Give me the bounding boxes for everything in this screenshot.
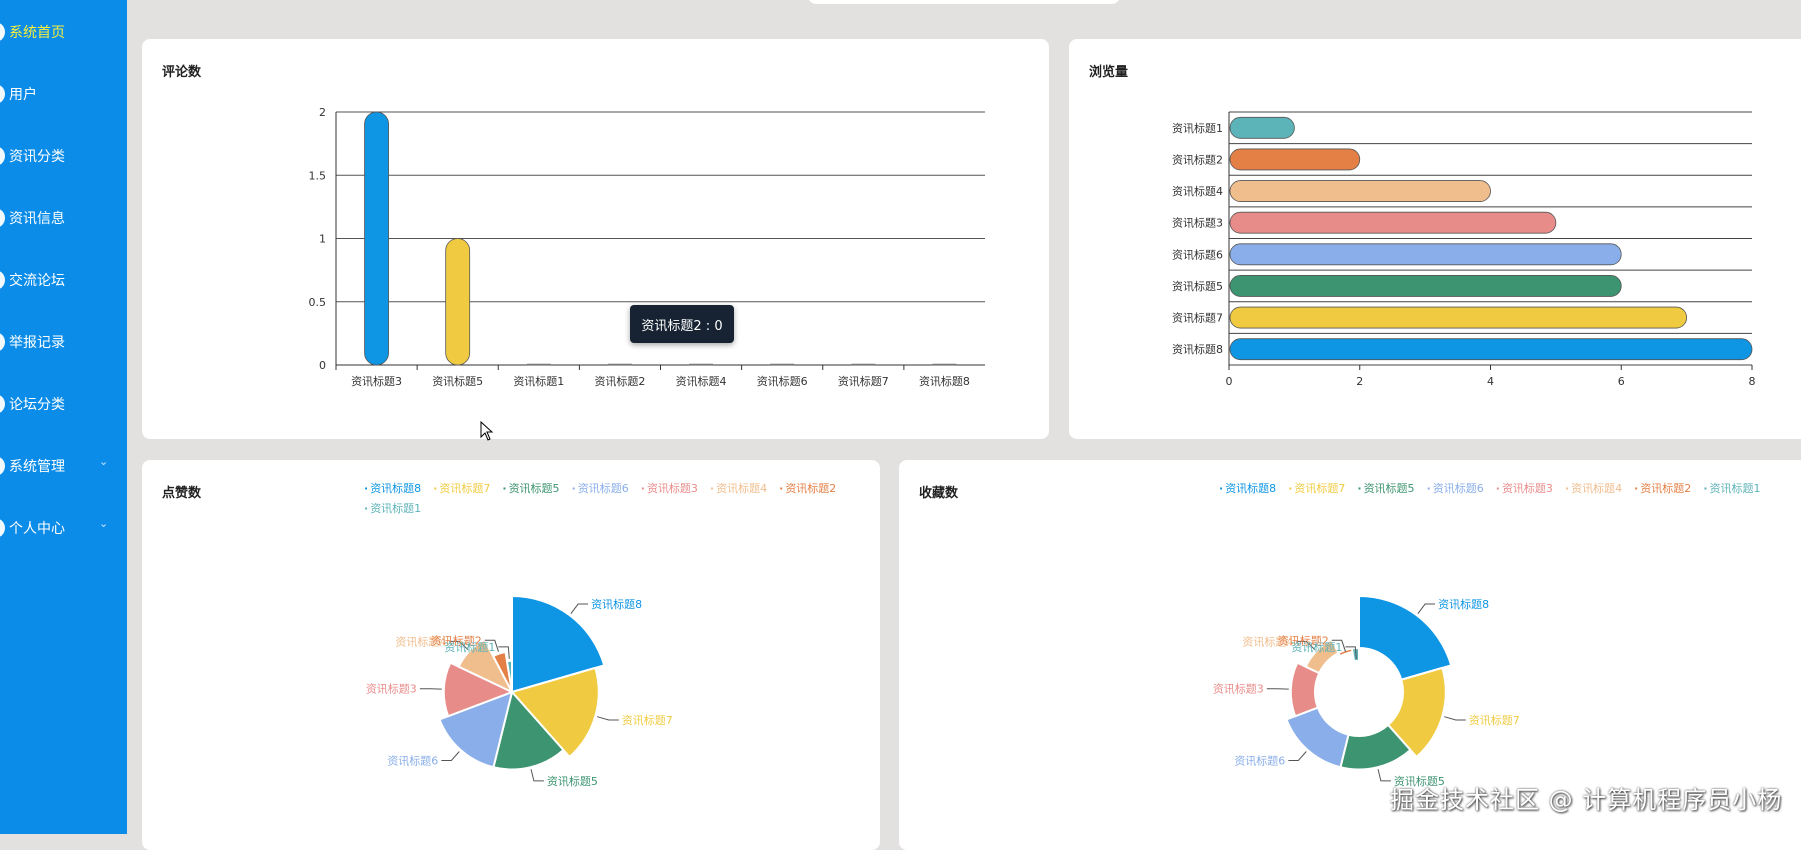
label-leader xyxy=(531,769,544,781)
y-tick-label: 1.5 xyxy=(309,169,327,182)
sidebar-item-7[interactable]: 系统管理 ⌄ xyxy=(0,445,127,485)
sidebar-item-marker xyxy=(0,146,5,166)
slice-label: 资讯标题6 xyxy=(1234,753,1285,767)
sidebar-item-4[interactable]: 交流论坛 xyxy=(0,259,127,299)
y-tick-label: 0 xyxy=(319,359,326,372)
sidebar-item-8[interactable]: 个人中心 ⌄ xyxy=(0,507,127,547)
bar xyxy=(365,112,389,365)
y-tick-label: 资讯标题1 xyxy=(1172,121,1223,135)
sidebar-item-2[interactable]: 资讯分类 xyxy=(0,135,127,175)
bar xyxy=(1230,339,1752,360)
slice-label: 资讯标题1 xyxy=(444,640,495,654)
x-tick-label: 资讯标题4 xyxy=(676,374,727,388)
sidebar-item-marker xyxy=(0,394,5,414)
bar xyxy=(1230,149,1360,170)
views-bar-chart: 0 2 4 6 8 资讯标题1 资讯标题2 资讯标题4 资讯标题3 资讯标题6 资讯标题5 资讯标题7… xyxy=(1069,39,1801,439)
label-leader xyxy=(1288,752,1306,761)
sidebar-item-3[interactable]: 资讯信息 xyxy=(0,197,127,237)
likes-card: 点赞数 ·资讯标题8·资讯标题7·资讯标题5·资讯标题6·资讯标题3·资讯标题4… xyxy=(142,460,880,850)
label-leader xyxy=(597,717,619,720)
mouse-cursor-icon xyxy=(480,421,494,441)
slice-label: 资讯标题3 xyxy=(1213,682,1264,696)
sidebar-item-label: 资讯分类 xyxy=(9,146,65,166)
x-tick-label: 资讯标题2 xyxy=(594,374,645,388)
y-tick-label: 1 xyxy=(319,233,326,246)
x-tick-label: 0 xyxy=(1226,375,1233,388)
slice-label: 资讯标题1 xyxy=(1291,640,1342,654)
label-leader xyxy=(571,604,588,614)
label-leader xyxy=(1418,604,1435,614)
sidebar-item-label: 资讯信息 xyxy=(9,208,65,228)
x-tick-label: 资讯标题6 xyxy=(757,374,808,388)
watermark: 掘金技术社区 @ 计算机程序员小杨 xyxy=(1390,780,1782,815)
x-tick-label: 资讯标题7 xyxy=(838,374,889,388)
y-tick-label: 资讯标题4 xyxy=(1172,184,1223,198)
sidebar-item-1[interactable]: 用户 xyxy=(0,73,127,113)
sidebar-item-6[interactable]: 论坛分类 xyxy=(0,383,127,423)
bar xyxy=(1230,117,1294,138)
slice-label: 资讯标题3 xyxy=(366,682,417,696)
top-tab xyxy=(808,0,1120,4)
chevron-down-icon: ⌄ xyxy=(99,458,107,466)
x-tick-label: 资讯标题1 xyxy=(513,374,564,388)
x-tick-label: 资讯标题8 xyxy=(919,374,970,388)
sidebar-item-marker xyxy=(0,84,5,104)
sidebar-item-marker xyxy=(0,208,5,228)
sidebar-item-label: 系统首页 xyxy=(9,22,65,42)
bar xyxy=(1230,307,1687,328)
x-tick-label: 6 xyxy=(1618,375,1625,388)
slice-label: 资讯标题6 xyxy=(387,753,438,767)
x-tick-label: 4 xyxy=(1487,375,1494,388)
chart-tooltip: 资讯标题2 : 0 xyxy=(630,305,734,343)
sidebar-item-label: 交流论坛 xyxy=(9,270,65,290)
slice-label: 资讯标题8 xyxy=(1438,597,1489,611)
sidebar-item-label: 用户 xyxy=(9,84,37,104)
x-tick-label: 资讯标题3 xyxy=(351,374,402,388)
sidebar-item-label: 论坛分类 xyxy=(9,394,65,414)
sidebar-item-marker xyxy=(0,270,5,290)
slice-label: 资讯标题8 xyxy=(591,597,642,611)
slice-label: 资讯标题7 xyxy=(1469,713,1520,727)
sidebar-item-label: 个人中心 xyxy=(9,518,65,538)
y-tick-label: 资讯标题2 xyxy=(1172,152,1223,166)
chevron-down-icon: ⌄ xyxy=(99,520,107,528)
comments-bar-chart: 0 0.5 1 1.5 2 资讯标题3 资讯标题5 资讯标题1 资讯标题2 资讯标题4 资讯标题6 资… xyxy=(142,39,1049,439)
x-tick-label: 8 xyxy=(1749,375,1756,388)
bar xyxy=(1230,275,1621,296)
x-tick-label: 2 xyxy=(1356,375,1363,388)
label-leader xyxy=(441,752,459,761)
slice-label: 资讯标题5 xyxy=(547,774,598,788)
y-tick-label: 2 xyxy=(319,106,326,119)
sidebar-item-marker xyxy=(0,518,5,538)
y-tick-label: 资讯标题7 xyxy=(1172,311,1223,325)
sidebar-item-marker xyxy=(0,456,5,476)
bar xyxy=(1230,212,1556,233)
bar xyxy=(446,239,470,366)
slice-label: 资讯标题7 xyxy=(622,713,673,727)
sidebar-item-5[interactable]: 举报记录 xyxy=(0,321,127,361)
sidebar: 系统首页用户资讯分类资讯信息交流论坛举报记录论坛分类系统管理 ⌄ 个人中心 ⌄ xyxy=(0,0,127,834)
bar xyxy=(1230,244,1621,265)
y-tick-label: 资讯标题3 xyxy=(1172,216,1223,230)
y-tick-label: 0.5 xyxy=(309,296,327,309)
sidebar-item-marker xyxy=(0,22,5,42)
bar xyxy=(1230,181,1491,202)
label-leader xyxy=(1444,717,1466,720)
sidebar-item-marker xyxy=(0,332,5,352)
y-tick-label: 资讯标题5 xyxy=(1172,279,1223,293)
y-tick-label: 资讯标题8 xyxy=(1172,342,1223,356)
sidebar-item-0[interactable]: 系统首页 xyxy=(0,11,127,51)
sidebar-item-label: 系统管理 xyxy=(9,456,65,476)
y-tick-label: 资讯标题6 xyxy=(1172,247,1223,261)
x-tick-label: 资讯标题5 xyxy=(432,374,483,388)
sidebar-item-label: 举报记录 xyxy=(9,332,65,352)
label-leader xyxy=(1378,769,1391,781)
